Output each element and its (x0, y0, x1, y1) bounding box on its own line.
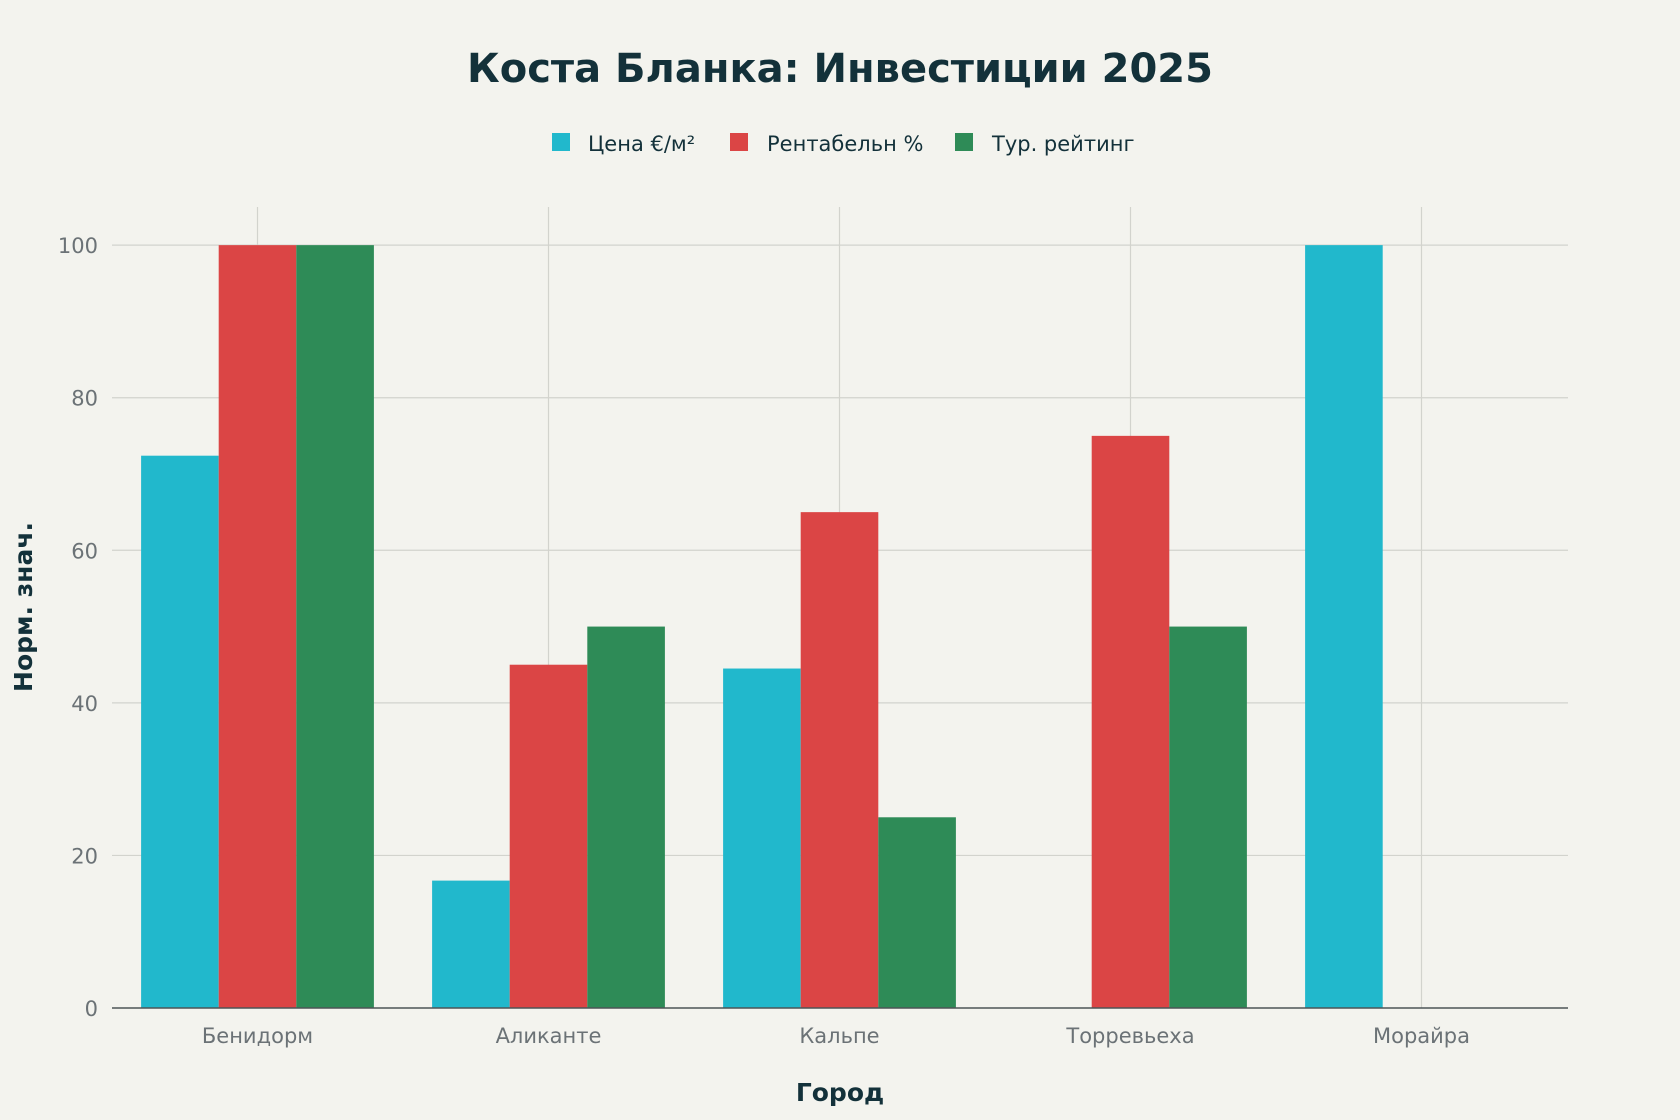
y-tick-label: 80 (71, 387, 98, 411)
bar-price-3 (723, 668, 801, 1008)
bar-yield-4 (1091, 435, 1170, 1008)
x-tick-label: Аликанте (496, 1024, 602, 1048)
bar-price-1 (141, 455, 219, 1009)
y-tick-label: 0 (85, 997, 98, 1021)
ticks: 0 20 40 60 80 100 Бенидорм Аликанте Кальпе Торрев… (58, 234, 1470, 1048)
legend-swatch-yield (730, 133, 748, 151)
bar-price-5 (1305, 245, 1383, 1009)
legend-label-tourism: Тур. рейтинг (991, 132, 1134, 156)
bar-tourism-1 (296, 245, 374, 1009)
x-tick-label: Кальпе (799, 1024, 879, 1048)
bar-tourism-3 (878, 817, 956, 1008)
chart-title: Коста Бланка: Инвестиции 2025 (467, 46, 1213, 92)
x-axis-title: Город (796, 1078, 884, 1107)
legend-swatch-price (552, 133, 570, 151)
legend-label-yield: Рентабельн % (767, 132, 923, 156)
x-tick-label: Бенидорм (202, 1024, 313, 1048)
legend-label-price: Цена €/м² (588, 132, 695, 156)
legend: Цена €/м² Рентабельн % Тур. рейтинг (552, 132, 1134, 156)
bar-yield-2 (509, 664, 588, 1008)
y-tick-label: 20 (71, 844, 98, 868)
y-tick-label: 100 (58, 234, 98, 258)
bars (141, 245, 1383, 1009)
y-tick-label: 40 (71, 692, 98, 716)
bar-yield-1 (218, 245, 297, 1009)
x-tick-label: Торревьеха (1065, 1024, 1194, 1048)
bar-yield-3 (800, 512, 879, 1008)
bar-price-2 (432, 880, 510, 1008)
bar-tourism-2 (587, 626, 665, 1008)
legend-swatch-tourism (955, 133, 973, 151)
y-tick-label: 60 (71, 539, 98, 563)
y-axis-title: Норм. знач. (9, 522, 38, 692)
bar-tourism-4 (1169, 626, 1247, 1008)
x-tick-label: Морайра (1373, 1024, 1470, 1048)
